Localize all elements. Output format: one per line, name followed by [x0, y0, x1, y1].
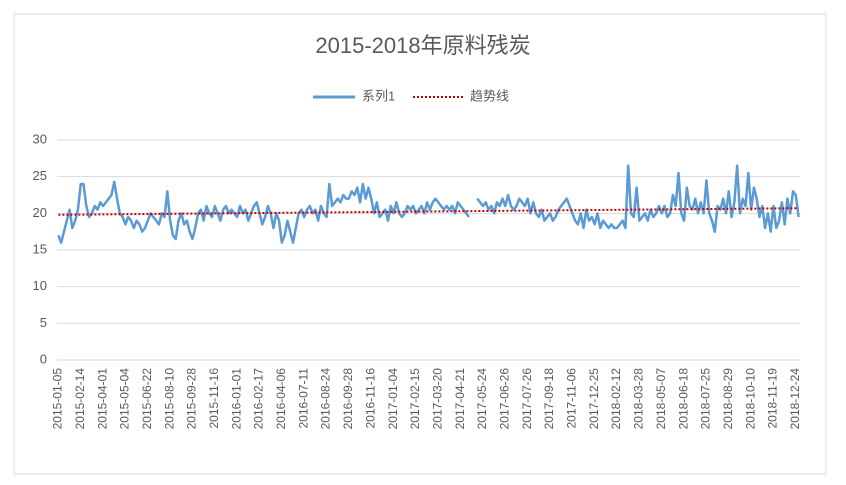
x-tick-label: 2018-05-07	[654, 368, 668, 430]
x-tick-label: 2017-06-26	[497, 368, 511, 430]
x-tick-label: 2017-01-04	[386, 368, 400, 430]
x-tick-label: 2017-11-06	[565, 368, 579, 429]
x-tick-label: 2018-08-29	[721, 368, 735, 430]
x-tick-label: 2016-11-16	[363, 368, 377, 429]
chart-frame	[13, 13, 827, 475]
y-tick-label: 15	[33, 241, 47, 256]
x-tick-label: 2017-09-18	[542, 368, 556, 430]
x-tick-label: 2017-12-25	[587, 368, 601, 430]
y-tick-label: 20	[33, 205, 47, 220]
x-tick-label: 2016-07-11	[296, 368, 310, 429]
y-tick-label: 10	[33, 278, 47, 293]
legend-label: 系列1	[362, 88, 395, 103]
y-tick-label: 30	[33, 131, 47, 146]
x-tick-label: 2015-11-16	[207, 368, 221, 429]
x-tick-label: 2017-05-24	[475, 368, 489, 430]
x-tick-label: 2018-03-28	[632, 368, 646, 430]
x-tick-label: 2015-05-04	[118, 368, 132, 430]
y-tick-label: 5	[40, 315, 47, 330]
x-tick-label: 2016-01-01	[229, 368, 243, 430]
x-tick-label: 2018-10-10	[743, 368, 757, 430]
x-tick-label: 2016-04-06	[274, 368, 288, 430]
x-tick-label: 2018-12-24	[788, 368, 802, 430]
x-tick-label: 2016-02-17	[252, 368, 266, 430]
trend-line	[58, 207, 799, 216]
y-tick-label: 0	[40, 351, 47, 366]
x-tick-label: 2017-07-26	[520, 368, 534, 430]
x-tick-label: 2015-09-28	[185, 368, 199, 430]
x-tick-label: 2015-02-14	[73, 368, 87, 430]
x-tick-label: 2015-01-05	[51, 368, 65, 430]
x-tick-label: 2018-07-25	[699, 368, 713, 430]
x-tick-label: 2018-11-19	[766, 368, 780, 429]
x-tick-label: 2018-06-18	[676, 368, 690, 430]
x-tick-label: 2016-09-28	[341, 368, 355, 430]
x-tick-label: 2015-06-22	[140, 368, 154, 430]
x-tick-label: 2017-04-21	[453, 368, 467, 430]
legend-label: 趋势线	[470, 88, 509, 103]
x-tick-label: 2015-08-10	[162, 368, 176, 430]
y-tick-label: 25	[33, 168, 47, 183]
x-tick-label: 2016-08-24	[319, 368, 333, 430]
x-tick-label: 2017-02-15	[408, 368, 422, 430]
x-tick-label: 2015-04-01	[95, 368, 109, 430]
x-tick-label: 2018-02-12	[609, 368, 623, 430]
chart-title: 2015-2018年原料残炭	[315, 33, 530, 58]
x-tick-label: 2017-03-20	[430, 368, 444, 430]
